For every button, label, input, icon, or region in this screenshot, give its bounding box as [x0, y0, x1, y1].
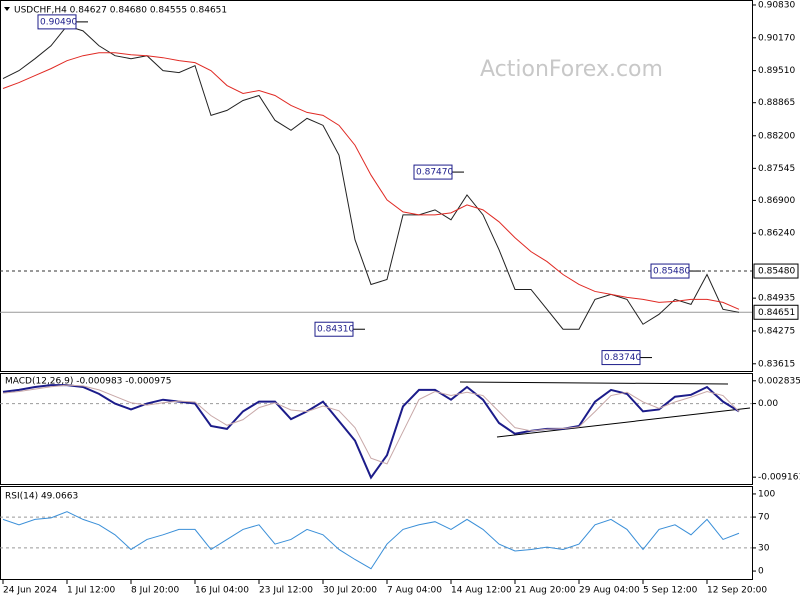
macd-title: MACD(12,26,9) -0.000983 -0.000975	[5, 377, 171, 387]
y-tick-label: 0.83615	[758, 359, 795, 369]
annotation-label: 0.83740	[604, 353, 641, 363]
series-line	[2, 25, 740, 330]
x-tick-label: 5 Sep 12:00	[643, 586, 698, 596]
annotation-label: 0.87470	[416, 168, 453, 178]
annotation-box	[650, 263, 690, 279]
series-line	[2, 384, 740, 465]
x-tick-label: 16 Jul 04:00	[195, 586, 249, 596]
y-tick-label: 0.88200	[758, 131, 795, 141]
x-tick-label: 14 Aug 12:00	[451, 586, 512, 596]
x-tick-label: 8 Jul 20:00	[131, 586, 180, 596]
annotation-label: 0.84310	[317, 325, 354, 335]
annotation-box	[37, 14, 77, 30]
x-tick-label: 24 Jun 2024	[3, 586, 57, 596]
series-line	[2, 511, 740, 570]
annotation-label: 0.85480	[653, 267, 690, 277]
y-tick-label: 0.87545	[758, 164, 795, 174]
y-tick-label: 70	[758, 513, 770, 523]
rsi-title: RSI(14) 49.0663	[5, 492, 78, 502]
series-line	[2, 384, 740, 480]
annotation-box	[314, 321, 354, 337]
y-tick-label: -0.009161	[758, 473, 800, 483]
y-tick-label: 30	[758, 543, 770, 553]
y-tick-label: 0.84275	[758, 326, 795, 336]
series-line	[2, 52, 740, 310]
y-tick-label: 100	[758, 489, 775, 499]
reference-label: 0.84651	[758, 308, 795, 318]
y-tick-label: 0.88865	[758, 98, 795, 108]
reference-label: 0.85480	[758, 267, 795, 277]
panel-icon	[4, 7, 10, 11]
y-tick-label: 0.90170	[758, 33, 795, 43]
y-tick-label: 0.86900	[758, 196, 795, 206]
annotation-box	[601, 350, 641, 366]
x-tick-label: 21 Aug 20:00	[515, 586, 576, 596]
x-tick-label: 30 Jul 20:00	[323, 586, 377, 596]
annotation-label: 0.90490	[40, 17, 77, 27]
y-tick-label: 0.90830	[758, 0, 795, 10]
x-tick-label: 1 Jul 12:00	[67, 586, 116, 596]
reference-label-box	[753, 263, 799, 279]
y-tick-label: 0.89510	[758, 66, 795, 76]
trend-line	[459, 381, 729, 385]
x-tick-label: 7 Aug 04:00	[387, 586, 442, 596]
y-tick-label: 0.002835	[758, 376, 800, 386]
x-tick-label: 12 Sep 20:00	[707, 586, 767, 596]
y-tick-label: 0	[758, 567, 764, 577]
reference-label-box	[753, 304, 799, 320]
y-tick-label: 0.00	[758, 399, 778, 409]
macd-panel	[0, 373, 753, 485]
chart-title: USDCHF,H4 0.84627 0.84680 0.84555 0.8465…	[14, 6, 227, 16]
trend-line	[496, 407, 751, 438]
rsi-panel	[0, 486, 753, 580]
y-tick-label: 0.86240	[758, 229, 795, 239]
watermark: ActionForex.com	[480, 57, 663, 82]
price-panel	[0, 0, 753, 372]
annotation-box	[413, 164, 453, 180]
x-tick-label: 23 Jul 12:00	[259, 586, 313, 596]
x-tick-label: 29 Aug 04:00	[579, 586, 640, 596]
y-tick-label: 0.84935	[758, 294, 795, 304]
